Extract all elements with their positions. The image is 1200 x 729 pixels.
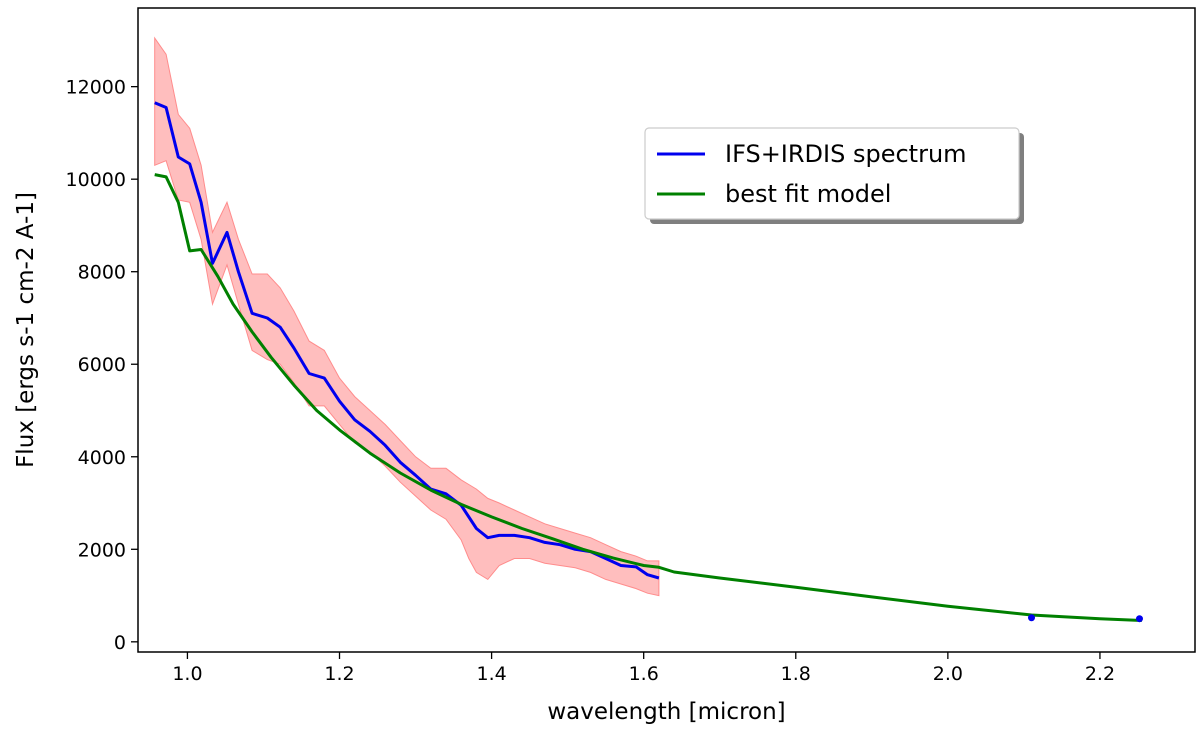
- x-tick-label: 1.2: [324, 663, 354, 685]
- series-line-model: [154, 173, 1142, 622]
- y-tick-label: 8000: [78, 262, 126, 284]
- plot-frame: [137, 7, 1196, 653]
- y-tick-label: 10000: [66, 169, 126, 191]
- x-tick-label: 1.0: [172, 663, 202, 685]
- legend-box: [644, 127, 1020, 220]
- legend: IFS+IRDIS spectrum best fit model: [644, 127, 1024, 224]
- y-tick-label: 6000: [78, 354, 126, 376]
- x-tick-label: 2.2: [1085, 663, 1115, 685]
- y-tick-label: 12000: [66, 77, 126, 99]
- legend-label: best fit model: [725, 180, 891, 208]
- y-axis-label: Flux [ergs s-1 cm-2 A-1]: [13, 192, 39, 468]
- x-tick-label: 2.0: [933, 663, 963, 685]
- x-tick-label: 1.4: [476, 663, 506, 685]
- series-layer: [154, 101, 1142, 622]
- series-line-spectrum: [154, 101, 660, 580]
- x-tick-label: 1.8: [781, 663, 811, 685]
- x-tick-label: 1.6: [629, 663, 659, 685]
- legend-label: IFS+IRDIS spectrum: [725, 140, 967, 168]
- x-axis-label: wavelength [micron]: [547, 699, 785, 725]
- x-ticks: 1.0 1.2 1.4 1.6 1.8 2.0 2.2: [172, 652, 1115, 685]
- y-tick-label: 4000: [78, 447, 126, 469]
- y-tick-label: 2000: [78, 539, 126, 561]
- data-point: [1135, 615, 1143, 623]
- points-layer: [1028, 614, 1143, 623]
- y-ticks: 0 2000 4000 6000 8000 10000 12000: [66, 77, 138, 654]
- y-tick-label: 0: [114, 632, 126, 654]
- data-point: [1028, 614, 1036, 622]
